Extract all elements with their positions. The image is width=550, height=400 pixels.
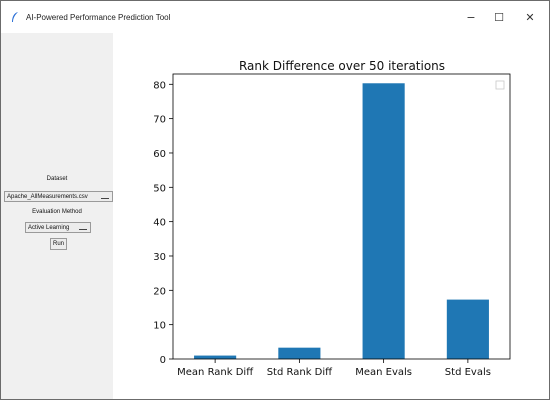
y-tick-label: 0 xyxy=(160,355,166,366)
bar xyxy=(362,83,405,359)
x-tick-label: Std Rank Diff xyxy=(267,367,333,378)
evaluation-method-dropdown[interactable]: Active Learning xyxy=(25,222,91,233)
window-title: AI-Powered Performance Prediction Tool xyxy=(26,12,171,22)
y-tick-label: 50 xyxy=(153,183,166,194)
title-bar: AI-Powered Performance Prediction Tool −… xyxy=(1,1,549,33)
y-tick-label: 40 xyxy=(153,218,166,229)
y-tick-label: 10 xyxy=(153,321,166,332)
y-tick-label: 30 xyxy=(153,252,166,263)
y-tick-label: 70 xyxy=(153,115,166,126)
feather-icon xyxy=(7,9,23,25)
dataset-value: Apache_AllMeasurements.csv xyxy=(7,193,88,200)
y-tick-label: 20 xyxy=(153,286,166,297)
plot-area: Rank Difference over 50 iterations 0 10 20… xyxy=(113,33,549,399)
x-tick-label: Std Evals xyxy=(445,367,491,378)
bar xyxy=(194,355,237,359)
x-tick-label: Mean Evals xyxy=(355,367,412,378)
dropdown-arrow-icon xyxy=(101,195,109,199)
bar xyxy=(278,347,321,359)
chart-title: Rank Difference over 50 iterations xyxy=(239,59,445,73)
close-button[interactable]: ✕ xyxy=(525,10,535,24)
x-tick-label: Mean Rank Diff xyxy=(177,367,254,378)
axes-frame xyxy=(172,73,511,360)
minimize-button[interactable]: − xyxy=(466,10,476,24)
dropdown-arrow-icon xyxy=(79,226,87,230)
evaluation-method-value: Active Learning xyxy=(28,224,70,231)
evaluation-method-label: Evaluation Method xyxy=(32,209,82,215)
y-tick-label: 80 xyxy=(153,80,166,91)
maximize-button[interactable]: ☐ xyxy=(494,10,504,24)
bar xyxy=(446,299,489,359)
y-tick-label: 60 xyxy=(153,149,166,160)
control-panel: Dataset Apache_AllMeasurements.csv Evalu… xyxy=(1,33,113,399)
dataset-label: Dataset xyxy=(46,176,68,182)
legend-box xyxy=(495,80,505,90)
bar-chart: Rank Difference over 50 iterations 0 10 20… xyxy=(153,59,511,378)
run-button[interactable]: Run xyxy=(50,238,67,250)
dataset-dropdown[interactable]: Apache_AllMeasurements.csv xyxy=(4,191,113,202)
